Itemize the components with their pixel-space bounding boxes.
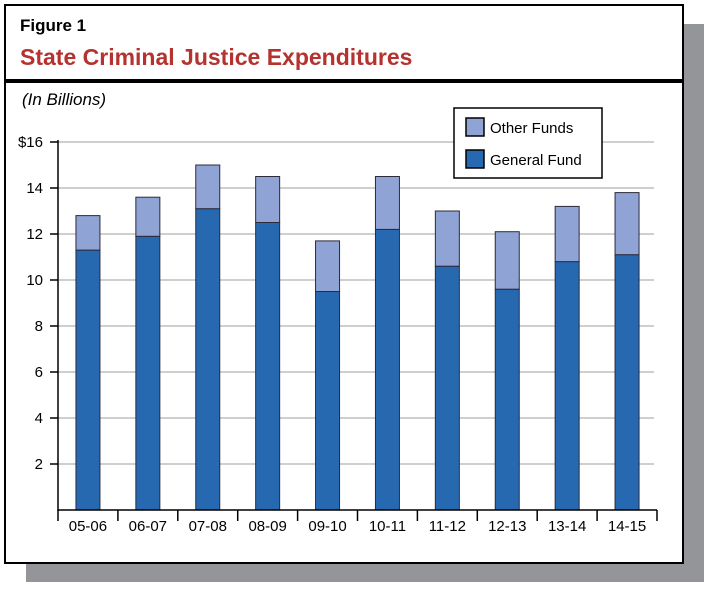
bar-other-funds <box>434 210 460 267</box>
legend-swatch <box>465 149 485 169</box>
bar-other-funds <box>75 215 101 251</box>
x-tick-label: 11-12 <box>429 518 466 535</box>
x-tick-label: 12-13 <box>488 518 526 535</box>
bar-general-fund <box>614 254 640 511</box>
y-tick-label: 4 <box>35 410 43 427</box>
x-tick-label: 05-06 <box>69 518 107 535</box>
x-tick-label: 08-09 <box>248 518 286 535</box>
legend-swatch <box>465 117 485 137</box>
bar-general-fund <box>135 235 161 511</box>
bar-other-funds <box>554 205 580 263</box>
legend-label: Other Funds <box>490 120 573 137</box>
bar-other-funds <box>255 176 281 223</box>
y-tick-label: 8 <box>35 318 43 335</box>
y-tick-label: $16 <box>18 134 43 151</box>
y-tick-label: 2 <box>35 456 43 473</box>
bar-general-fund <box>374 228 400 511</box>
x-tick-label: 09-10 <box>308 518 346 535</box>
bar-other-funds <box>494 231 520 290</box>
figure-label: Figure 1 <box>20 16 87 35</box>
bar-other-funds <box>195 164 221 210</box>
title-divider <box>4 79 684 83</box>
x-tick-label: 14-15 <box>608 518 646 535</box>
x-tick-label: 10-11 <box>369 518 406 535</box>
y-tick-label: 6 <box>35 364 43 381</box>
bar-general-fund <box>554 261 580 511</box>
y-tick-label: 10 <box>26 272 43 289</box>
bar-general-fund <box>434 265 460 511</box>
bar-general-fund <box>315 291 341 511</box>
y-tick-label: 12 <box>26 226 43 243</box>
bar-other-funds <box>374 176 400 230</box>
x-tick-label: 07-08 <box>189 518 227 535</box>
bar-general-fund <box>195 208 221 511</box>
bar-other-funds <box>135 196 161 237</box>
bar-general-fund <box>255 222 281 511</box>
legend-label: General Fund <box>490 152 582 169</box>
chart-title: State Criminal Justice Expenditures <box>20 44 413 70</box>
chart-subtitle: (In Billions) <box>22 90 107 109</box>
x-tick-label: 13-14 <box>548 518 586 535</box>
bar-general-fund <box>75 249 101 511</box>
x-tick-label: 06-07 <box>129 518 167 535</box>
bar-other-funds <box>614 192 640 256</box>
bar-other-funds <box>315 240 341 292</box>
bar-general-fund <box>494 288 520 511</box>
y-tick-label: 14 <box>26 180 43 197</box>
